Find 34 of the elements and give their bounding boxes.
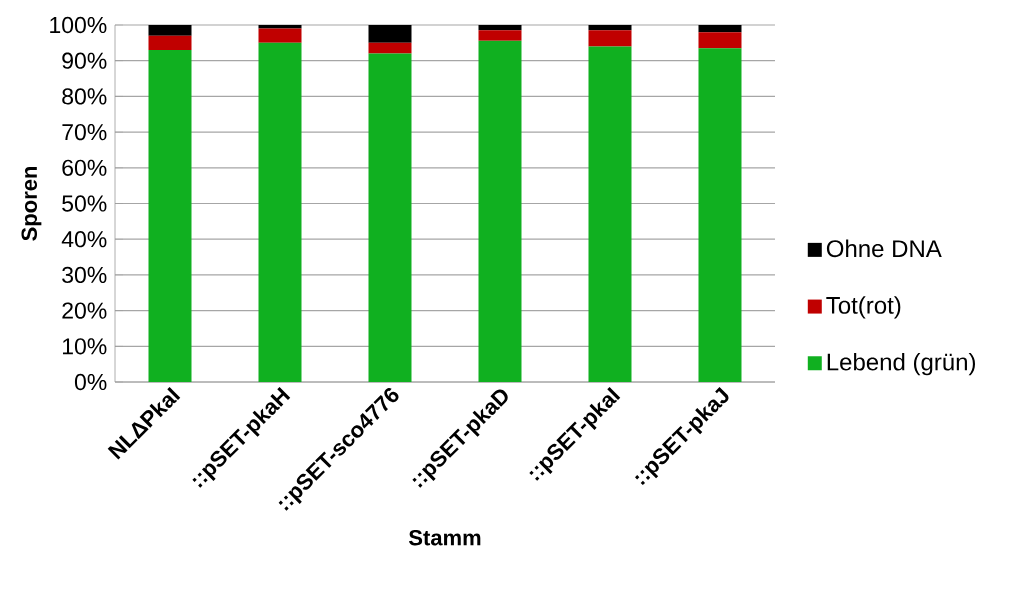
bar (258, 42, 302, 382)
bar (698, 48, 742, 382)
y-tick-label: 70% (62, 123, 107, 141)
y-tick-label: 80% (62, 88, 107, 105)
y-axis-title: Sporen (21, 166, 42, 241)
x-axis-title: Stamm (408, 529, 481, 546)
bar (148, 25, 192, 36)
y-tick-label: 0% (74, 373, 107, 391)
bar (478, 30, 522, 41)
y-tick-label: 50% (62, 195, 107, 212)
y-tick-label: 20% (62, 302, 107, 319)
bar (148, 49, 192, 382)
y-tick-label: 10% (62, 338, 107, 355)
bar (368, 42, 412, 54)
y-tick-label: 30% (62, 266, 107, 284)
bar (478, 40, 522, 382)
bar (258, 28, 302, 43)
legend-label: Ohne DNA (826, 239, 942, 258)
y-tick-label: 40% (61, 231, 107, 248)
bar (368, 25, 412, 43)
bar (368, 53, 412, 382)
bar (698, 32, 742, 49)
bar (478, 25, 522, 31)
bar (698, 25, 742, 33)
legend-label: Tot(rot) (826, 296, 901, 319)
legend-label: Lebend (grün) (827, 352, 975, 376)
y-tick-label: 90% (62, 52, 107, 69)
y-tick-label: 100% (50, 16, 107, 34)
y-tick-label: 60% (62, 159, 107, 176)
bar (588, 46, 632, 382)
bar (588, 25, 632, 31)
bar (258, 25, 302, 29)
bar (588, 30, 632, 47)
bar (148, 35, 192, 50)
